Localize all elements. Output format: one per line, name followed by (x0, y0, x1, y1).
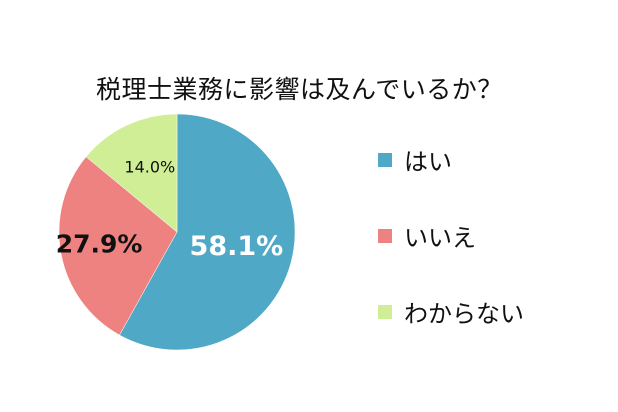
data-label-yes: 58.1% (190, 231, 284, 262)
chart-title: 税理士業務に影響は及んでいるか？ (96, 75, 503, 104)
data-label-unknown: 14.0% (124, 157, 175, 176)
pie-slice-no (58, 156, 178, 336)
legend-swatch-unknown (378, 304, 392, 319)
legend-label-unknown: わからない (404, 300, 524, 328)
data-label-no: 27.9% (56, 229, 143, 258)
legend-swatch-no (378, 228, 392, 243)
legend-label-no: いいえ (404, 224, 476, 252)
legend-item-yes: はい (378, 142, 452, 177)
pie-slice-yes (119, 113, 296, 351)
legend-swatch-yes (378, 152, 392, 167)
legend-item-unknown: わからない (378, 294, 524, 329)
pie-slice-unknown (85, 113, 178, 233)
legend-item-no: いいえ (378, 218, 476, 253)
legend-label-yes: はい (404, 148, 452, 176)
